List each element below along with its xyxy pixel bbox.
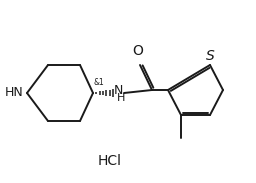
Text: N: N — [113, 85, 123, 98]
Text: HCl: HCl — [98, 154, 122, 168]
Text: S: S — [206, 49, 214, 63]
Text: HN: HN — [5, 87, 24, 100]
Text: O: O — [133, 44, 143, 58]
Text: H: H — [117, 93, 125, 103]
Text: &1: &1 — [94, 78, 105, 87]
